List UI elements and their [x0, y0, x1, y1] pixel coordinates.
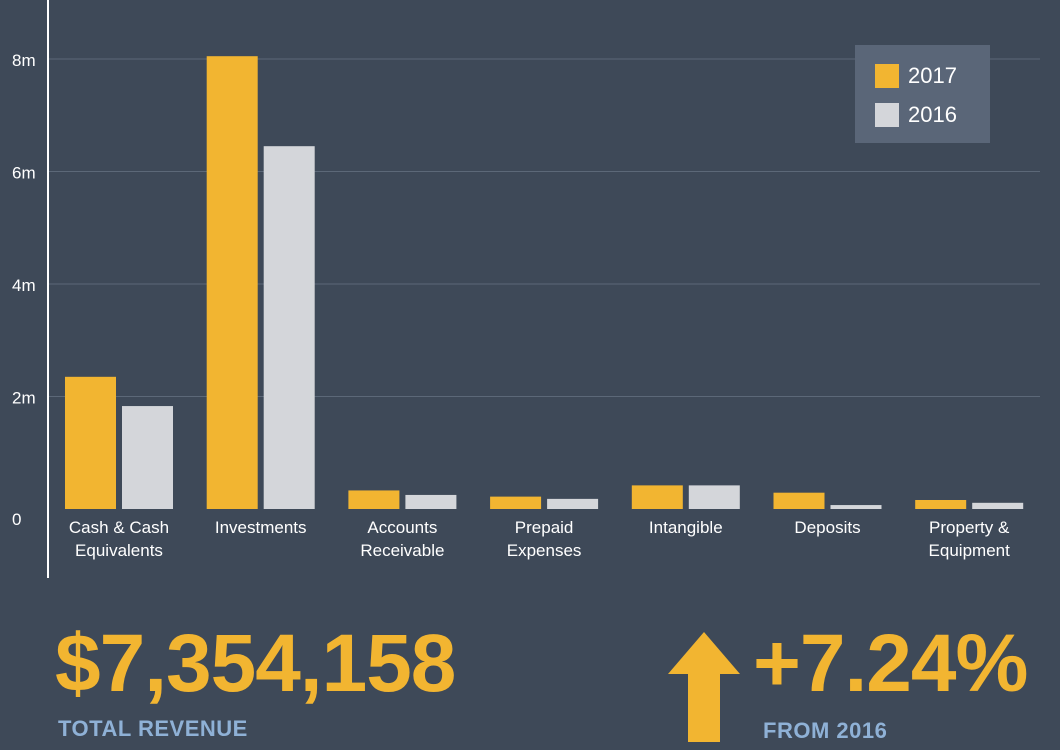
bar-2017: [65, 376, 116, 509]
bar-2017: [490, 496, 542, 509]
total-revenue-label: TOTAL REVENUE: [58, 716, 248, 741]
bar-2017: [773, 492, 825, 509]
legend-swatch-2017: [875, 64, 899, 88]
x-tick-label: Intangible: [649, 518, 723, 537]
legend-item-2016: 2016: [875, 102, 957, 128]
bar-2016: [405, 494, 457, 509]
bar-2017: [631, 485, 683, 509]
bar-2016: [972, 502, 1024, 509]
bar-2016: [830, 505, 882, 509]
x-tick-label: Receivable: [360, 541, 444, 560]
change-percent-value: +7.24%: [753, 618, 1028, 709]
arrow-up-icon: [668, 632, 740, 742]
bar-2016: [122, 406, 173, 509]
x-tick-label: Property &: [929, 518, 1010, 537]
bar-2016: [688, 485, 740, 509]
bar-chart: 0 2m 4m 6m 8m Cash & Cash Equivalents Investmen…: [12, 0, 1040, 578]
bar-2017: [348, 490, 400, 509]
x-tick-label: Deposits: [794, 518, 860, 537]
legend-label-2017: 2017: [908, 63, 957, 88]
y-tick-label: 8m: [12, 51, 36, 70]
x-tick-label: Prepaid: [515, 518, 574, 537]
y-tick-label: 2m: [12, 389, 36, 408]
x-tick-label: Equivalents: [75, 541, 163, 560]
change-percent-label: FROM 2016: [763, 718, 888, 743]
legend-label-2016: 2016: [908, 102, 957, 127]
bar-2017: [206, 56, 258, 509]
x-tick-label: Expenses: [507, 541, 582, 560]
bar-2016: [547, 498, 599, 509]
bar-2016: [263, 146, 315, 509]
x-tick-label: Investments: [215, 518, 307, 537]
total-revenue-value: $7,354,158: [55, 618, 456, 709]
x-tick-label: Cash & Cash: [69, 518, 169, 537]
y-tick-label: 0: [12, 510, 21, 529]
legend-swatch-2016: [875, 103, 899, 127]
y-tick-label: 4m: [12, 276, 36, 295]
bar-2017: [915, 500, 967, 509]
y-tick-label: 6m: [12, 164, 36, 183]
x-tick-label: Accounts: [367, 518, 437, 537]
x-tick-label: Equipment: [929, 541, 1011, 560]
legend-item-2017: 2017: [875, 63, 957, 89]
chart-legend: 2017 2016: [855, 45, 990, 143]
